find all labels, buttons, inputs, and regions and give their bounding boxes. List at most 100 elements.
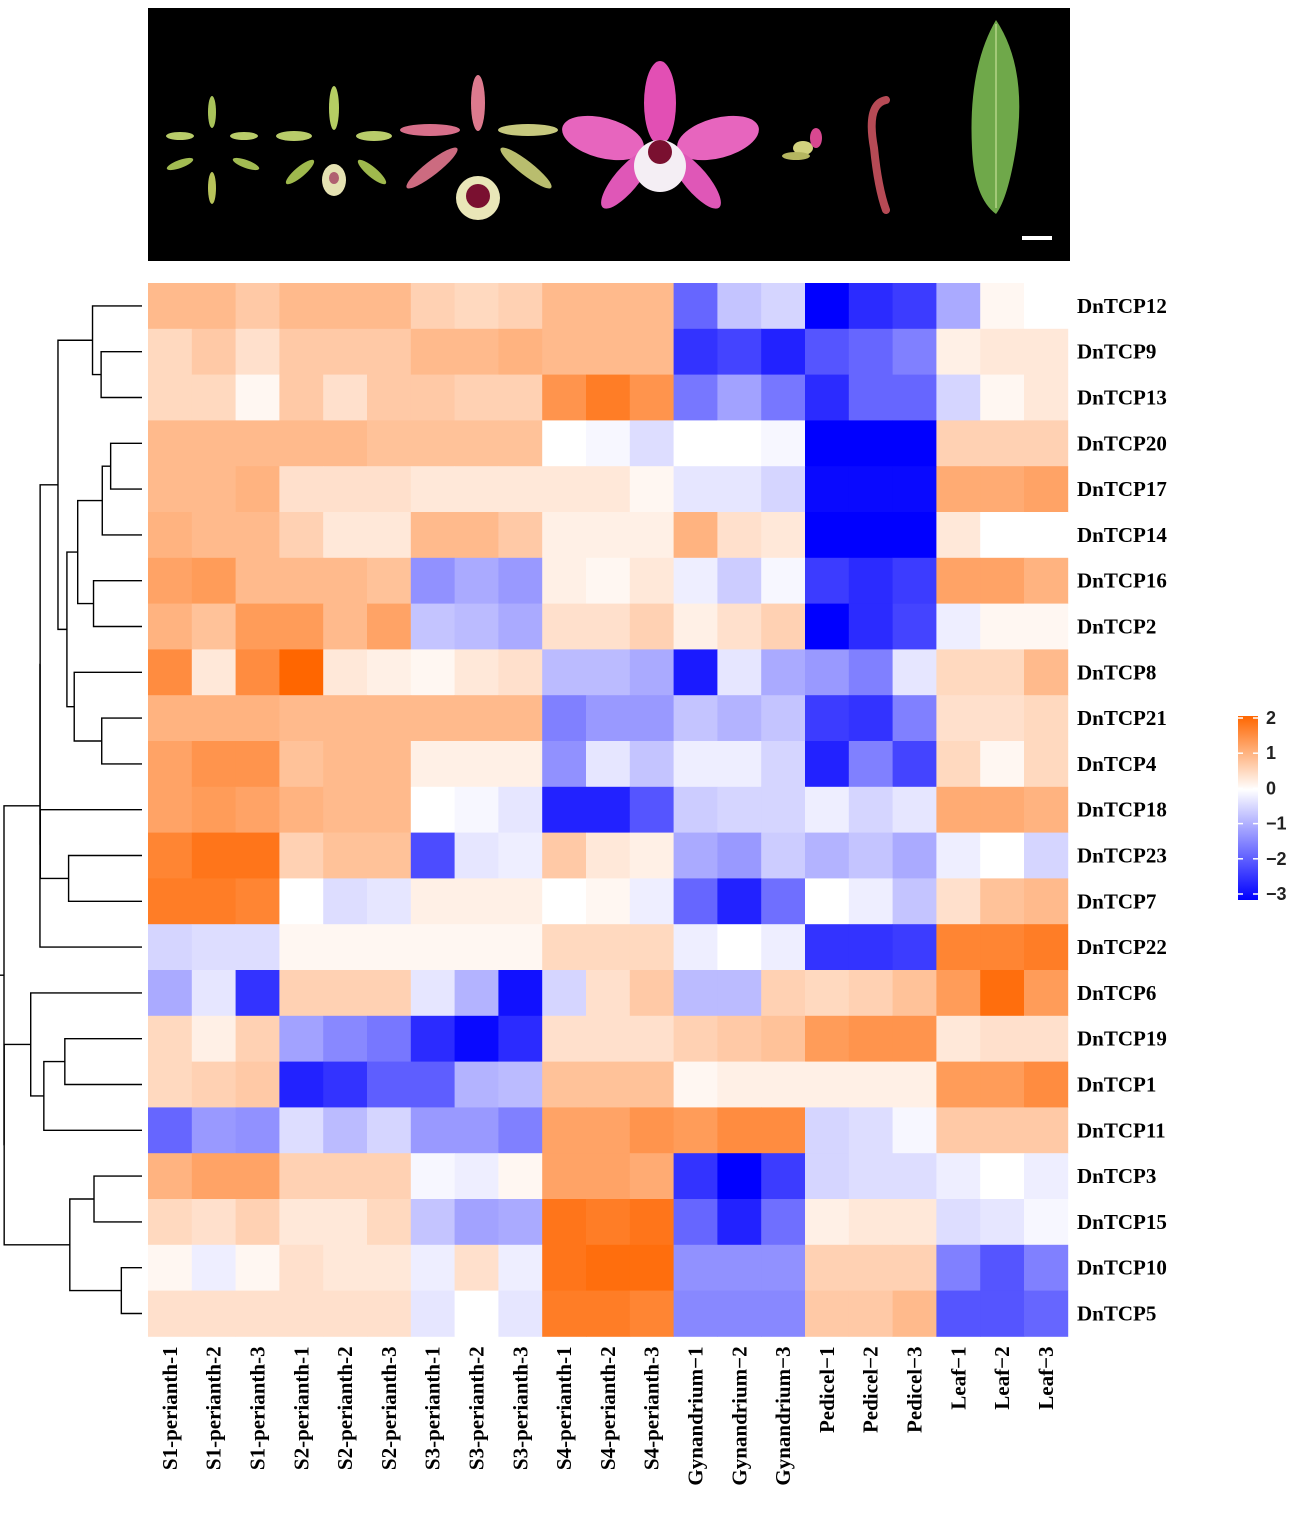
heatmap-cell (323, 878, 368, 925)
heatmap-cell (717, 924, 762, 971)
heatmap-cell (936, 557, 981, 604)
heatmap-cell (673, 328, 718, 375)
heatmap-cell (454, 924, 499, 971)
heatmap-cell (936, 741, 981, 788)
column-label: Pedicel−3 (903, 1346, 927, 1433)
heatmap-cell (673, 1061, 718, 1108)
heatmap-cell (367, 1199, 412, 1246)
heatmap-cell (586, 1153, 631, 1200)
heatmap-cell (279, 970, 324, 1017)
leaf-photo (971, 20, 1020, 214)
heatmap-cell (586, 832, 631, 879)
column-label: Leaf−3 (1034, 1346, 1058, 1409)
heatmap-cell (410, 1107, 455, 1154)
column-label: Leaf−1 (946, 1346, 970, 1409)
heatmap-cell (717, 970, 762, 1017)
heatmap-cell (410, 1199, 455, 1246)
heatmap-cell (892, 1290, 937, 1337)
heatmap-cell (235, 557, 280, 604)
heatmap-cell (805, 1107, 850, 1154)
heatmap-cell (410, 786, 455, 833)
heatmap-cell (586, 970, 631, 1017)
heatmap-cell (629, 1107, 674, 1154)
heatmap-cell (980, 878, 1025, 925)
heatmap-cell (673, 1015, 718, 1062)
heatmap-cell (454, 786, 499, 833)
heatmap-cell (586, 1107, 631, 1154)
heatmap-cell (279, 878, 324, 925)
heatmap-cell (673, 878, 718, 925)
heatmap-cell (936, 695, 981, 742)
heatmap-cell (936, 970, 981, 1017)
heatmap-cell (1024, 878, 1069, 925)
heatmap-cell (1024, 328, 1069, 375)
heatmap-cell (805, 924, 850, 971)
heatmap-cell (498, 283, 543, 330)
dendrogram-branch (43, 1060, 142, 1131)
heatmap-cell (191, 970, 236, 1017)
heatmap-cell (454, 603, 499, 650)
heatmap-cell (586, 420, 631, 467)
heatmap-cell (892, 695, 937, 742)
heatmap-cell (367, 1290, 412, 1337)
heatmap-cell (805, 832, 850, 879)
heatmap-cell (805, 1015, 850, 1062)
heatmap-cell (761, 1107, 806, 1154)
heatmap-cell (980, 374, 1025, 421)
heatmap-cell (148, 832, 193, 879)
dendrogram-branch (69, 1198, 122, 1292)
heatmap-cell (454, 557, 499, 604)
heatmap-cell (848, 970, 893, 1017)
column-label: S1-perianth-3 (246, 1346, 270, 1470)
heatmap-cell (1024, 924, 1069, 971)
heatmap-cell (629, 420, 674, 467)
heatmap-cell (410, 1290, 455, 1337)
heatmap-cell (279, 1061, 324, 1108)
heatmap-cell (191, 283, 236, 330)
heatmap-cell (1024, 1199, 1069, 1246)
heatmap-cell (498, 649, 543, 696)
heatmap-cell (717, 1107, 762, 1154)
heatmap-cell (848, 832, 893, 879)
heatmap-cell (761, 970, 806, 1017)
heatmap-cell (936, 649, 981, 696)
heatmap-cell (586, 786, 631, 833)
stage-2-perianth-photo (276, 86, 392, 196)
legend-color-bar (1238, 716, 1258, 900)
column-label: S2-perianth-2 (333, 1346, 357, 1470)
heatmap-cell (717, 283, 762, 330)
heatmap-cell (673, 924, 718, 971)
heatmap-cell (761, 1199, 806, 1246)
heatmap-cell (542, 466, 587, 513)
heatmap-cell (235, 512, 280, 559)
heatmap-cell (761, 878, 806, 925)
dendrogram-branch (76, 499, 103, 605)
heatmap-cell (235, 603, 280, 650)
heatmap-cell (761, 374, 806, 421)
heatmap-cell (892, 924, 937, 971)
heatmap-cell (498, 1244, 543, 1291)
row-label: DnTCP5 (1077, 1302, 1156, 1326)
heatmap-cell (367, 374, 412, 421)
heatmap-cell (323, 832, 368, 879)
heatmap-cell (410, 649, 455, 696)
heatmap-cell (936, 878, 981, 925)
heatmap-cell (1024, 970, 1069, 1017)
heatmap-cell (980, 786, 1025, 833)
heatmap-cell (1024, 557, 1069, 604)
heatmap-cell (235, 786, 280, 833)
heatmap-cell (980, 695, 1025, 742)
heatmap-cell (279, 283, 324, 330)
heatmap-cell (323, 466, 368, 513)
heatmap-cell (1024, 283, 1069, 330)
heatmap-cell (542, 832, 587, 879)
heatmap-cell (191, 1015, 236, 1062)
heatmap-cell (586, 603, 631, 650)
heatmap-cell (542, 374, 587, 421)
dendrogram-branch (100, 351, 142, 399)
heatmap-cell (848, 283, 893, 330)
heatmap-cell (717, 1290, 762, 1337)
heatmap-cell (410, 283, 455, 330)
heatmap-cell (323, 1199, 368, 1246)
heatmap-cell (1024, 420, 1069, 467)
